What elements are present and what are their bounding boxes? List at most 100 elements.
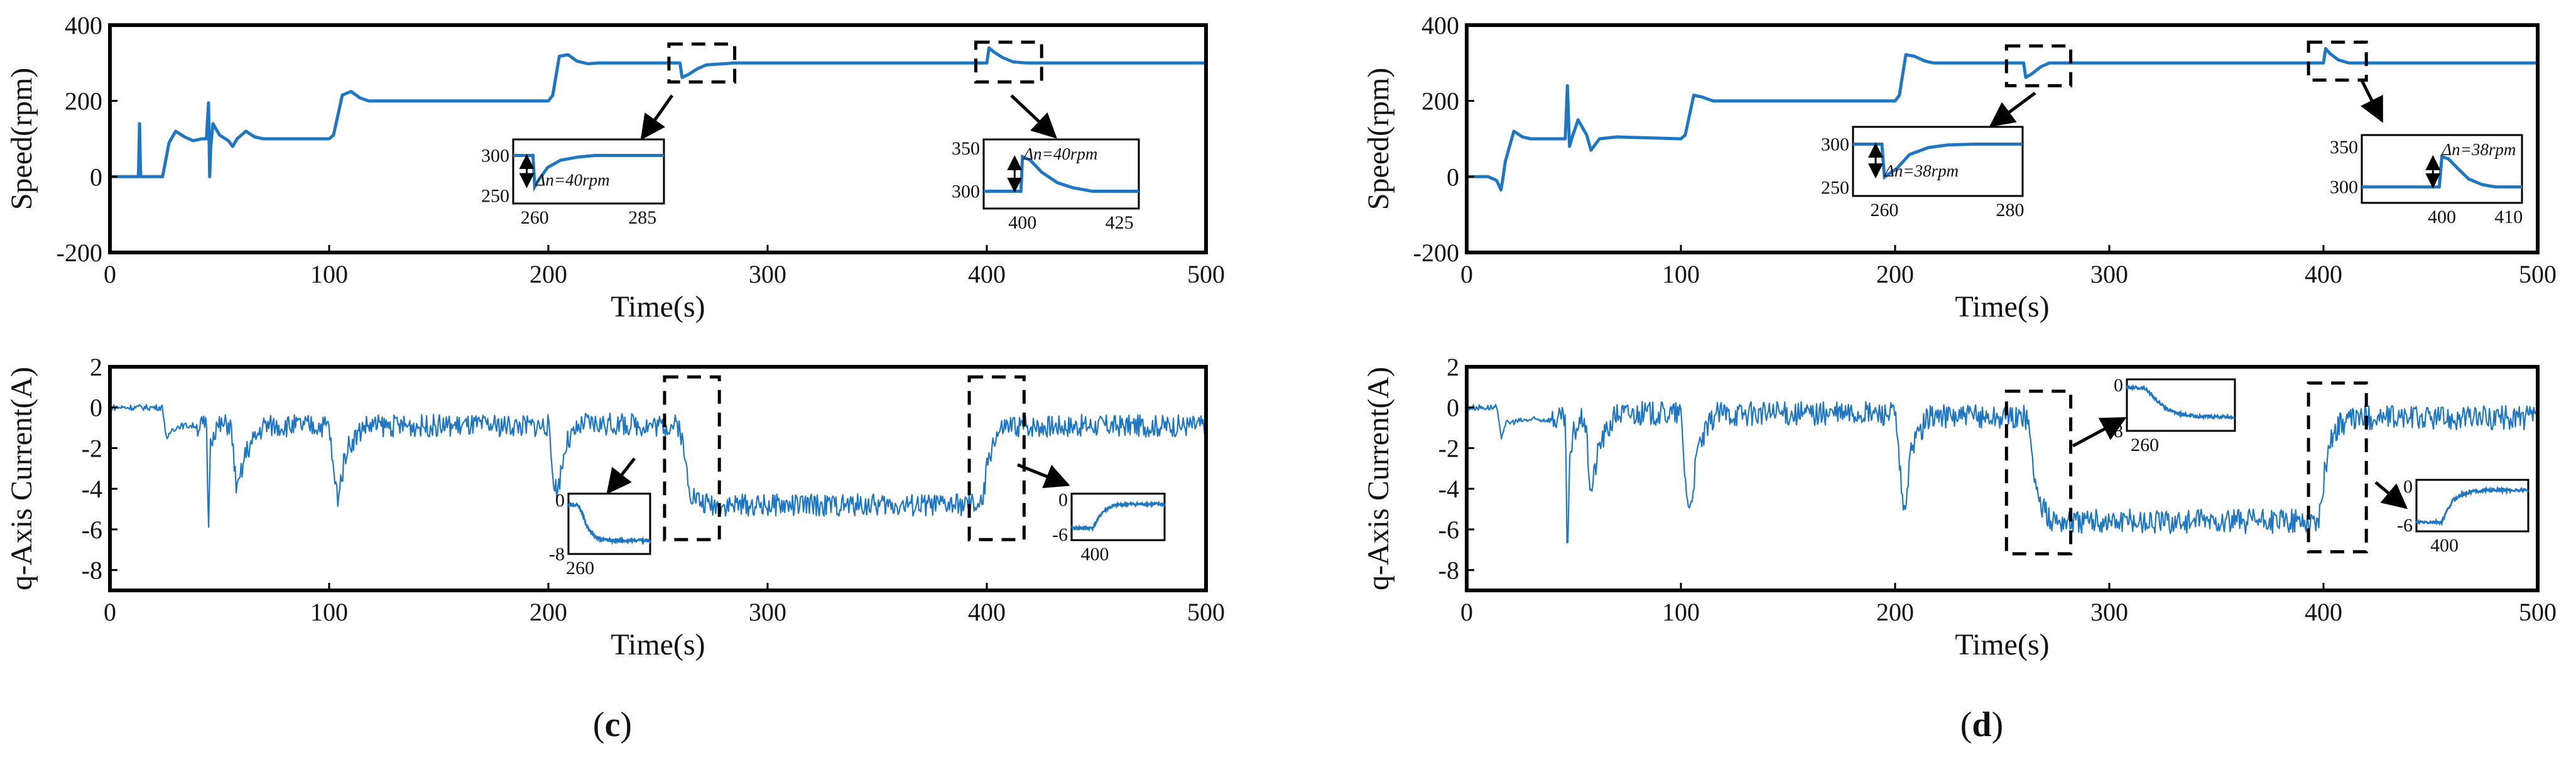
panel-caption-c: (c) (593, 705, 632, 744)
c-current-ytick-label: 2 (90, 353, 102, 381)
c-current-zoom-box-2 (967, 375, 1026, 541)
d-current-inset-ytick: -8 (2107, 421, 2123, 442)
c-current-xtick-label: 100 (310, 598, 348, 626)
c-speed-inset-ytick: 250 (481, 185, 509, 206)
c-current-chart: 0 100 200 300 400 500 -8 -6 -4 -2 0 2 Time(s) q-Axis … (5, 353, 1225, 661)
d-speed-xlabel: Time(s) (1955, 290, 2049, 323)
d-speed-inset-2: 400 410 300 350 Δn=38rpm (2330, 134, 2523, 227)
c-current-xtick-label: 500 (1187, 598, 1225, 626)
c-speed-inset-xtick: 425 (1106, 212, 1134, 233)
d-speed-zoom-box-1 (2004, 44, 2073, 88)
d-speed-zoom-arrow-1 (1989, 91, 2036, 127)
c-current-zoom-arrow-2 (1017, 463, 1070, 489)
d-speed-inset-xtick: 260 (1871, 200, 1899, 220)
d-speed-zoom-arrow-2 (2360, 79, 2384, 123)
c-current-inset-2: 400 -6 0 (1052, 489, 1166, 565)
d-current-inset-2: 400 -6 0 (2397, 476, 2530, 556)
c-current-xtick-label: 400 (968, 598, 1006, 626)
c-speed-ytick-label: -200 (57, 239, 102, 267)
d-current-xtick-label: 300 (2090, 598, 2128, 626)
d-current-inset-ytick: 0 (2114, 375, 2123, 396)
caption-open-c: ( (593, 705, 605, 744)
c-current-ytick-label: -2 (82, 434, 102, 462)
d-current-ytick-label: 2 (1447, 353, 1459, 381)
c-speed-delta-annotation: Δn=40rpm (535, 170, 610, 189)
c-current-inset-ytick: -6 (1052, 524, 1068, 545)
caption-letter-d: d (1972, 705, 1991, 744)
c-speed-ytick-label: 400 (65, 11, 102, 40)
c-speed-inset-ytick: 300 (952, 182, 980, 202)
d-current-inset-line (2126, 384, 2236, 421)
c-current-ylabel: q-Axis Current(A) (5, 367, 38, 590)
d-speed-ylabel: Speed(rpm) (1362, 68, 1395, 210)
d-current-series-line (1465, 401, 2538, 544)
d-current-zoom-box-1 (2004, 389, 2073, 556)
d-current-zoom-box-2 (2307, 381, 2368, 554)
d-current-ytick-label: 0 (1447, 394, 1459, 422)
d-speed-ytick-label: -200 (1413, 239, 1459, 267)
c-speed-inset-xtick: 260 (521, 207, 549, 228)
d-speed-zoom-box-2 (2307, 40, 2368, 82)
c-current-inset-ytick: 0 (555, 491, 565, 511)
d-current-ytick-label: -6 (1438, 516, 1459, 544)
d-speed-delta-annotation: Δn=38rpm (1884, 161, 1959, 180)
c-speed-axes-frame (108, 23, 1208, 254)
c-current-zoom-box-1 (663, 375, 721, 541)
d-speed-inset-ytick: 350 (2330, 137, 2358, 158)
d-speed-ytick-label: 400 (1421, 11, 1459, 40)
c-speed-xtick-label: 200 (530, 260, 567, 288)
d-current-xtick-label: 500 (2519, 598, 2557, 626)
c-current-inset-frame (567, 492, 651, 555)
c-current-inset-ytick: -8 (549, 544, 565, 565)
d-current-inset-ytick: 0 (2403, 476, 2413, 497)
c-current-inset-line (1071, 500, 1166, 533)
c-speed-inset-ytick: 350 (952, 138, 980, 159)
d-current-inset-line (2415, 486, 2530, 527)
d-current-zoom-arrow-1 (2072, 416, 2127, 448)
c-speed-xtick-label: 300 (749, 260, 786, 288)
c-speed-xlabel: Time(s) (611, 290, 705, 323)
d-speed-chart: 0 100 200 300 400 500-2000200400Time(s)Speed(… (1362, 11, 2557, 323)
d-speed-delta-annotation: Δn=38rpm (2441, 140, 2516, 159)
d-speed-inset-xtick: 400 (2428, 207, 2456, 227)
d-speed-ytick-label: 0 (1447, 163, 1459, 191)
c-speed-zoom-arrow-2 (1010, 94, 1057, 139)
c-current-ytick-label: 0 (90, 394, 102, 422)
c-speed-xtick-label: 0 (104, 260, 116, 288)
c-speed-inset-xtick: 285 (628, 207, 656, 228)
d-current-xtick-label: 0 (1460, 598, 1473, 626)
d-speed-inset-ytick: 300 (1821, 134, 1849, 155)
d-speed-xtick-label: 400 (2305, 260, 2342, 288)
charts: 0 100 200 300 400 500-2000200400Time(s)Speed(… (5, 11, 2557, 661)
c-current-inset-1: 260-8 0 (549, 491, 651, 578)
d-current-ytick-label: -8 (1438, 556, 1459, 585)
panel-caption-d: (d) (1960, 705, 2003, 744)
c-speed-inset-1: 260 285 250 300 Δn=40rpm (481, 138, 665, 228)
c-speed-chart: 0 100 200 300 400 500-2000200400Time(s)Speed(… (5, 11, 1225, 323)
c-speed-xtick-label: 400 (968, 260, 1006, 288)
d-current-inset-xtick: 260 (2131, 435, 2159, 455)
c-speed-zoom-box-1 (667, 42, 737, 84)
d-current-zoom-arrow-2 (2374, 481, 2408, 509)
c-current-inset-frame (1070, 492, 1166, 541)
c-speed-xtick-label: 500 (1187, 260, 1225, 288)
c-current-ytick-label: -8 (82, 556, 102, 585)
c-speed-delta-annotation: Δn=40rpm (1023, 144, 1097, 163)
d-current-xlabel: Time(s) (1955, 628, 2049, 661)
c-speed-inset-2: 400 425 300 350 Δn=40rpm (952, 138, 1140, 233)
d-current-ytick-label: -2 (1438, 434, 1459, 462)
d-current-ylabel: q-Axis Current(A) (1362, 367, 1395, 590)
c-current-ytick-label: -6 (82, 516, 102, 544)
d-speed-inset-1: 260 280 250 300 Δn=38rpm (1821, 126, 2024, 220)
caption-close-c: ) (620, 705, 632, 744)
d-speed-xtick-label: 100 (1662, 260, 1700, 288)
d-speed-inset-ytick: 250 (1821, 177, 1849, 198)
d-speed-axes-frame (1465, 23, 2540, 254)
d-current-axes-frame (1465, 365, 2540, 592)
c-current-ytick-label: -4 (82, 475, 102, 503)
caption-letter-c: c (605, 705, 621, 744)
d-current-ytick-label: -4 (1438, 475, 1459, 503)
c-speed-ytick-label: 0 (90, 163, 102, 191)
c-speed-inset-frame (512, 138, 665, 205)
